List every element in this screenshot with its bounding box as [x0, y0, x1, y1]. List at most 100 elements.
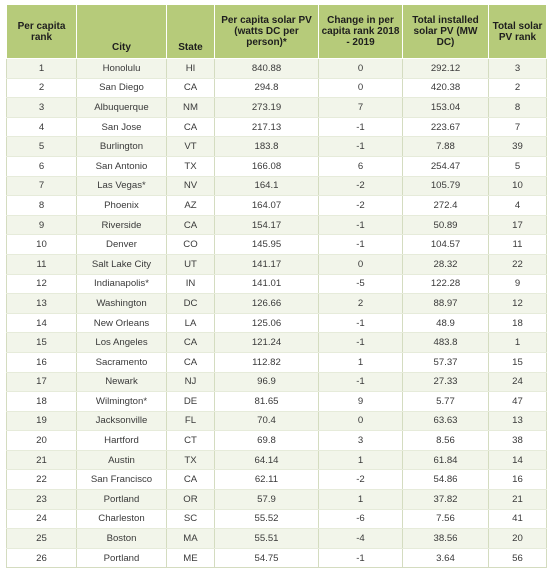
- cell-total-installed-pv: 7.88: [402, 136, 489, 157]
- cell-total-pv-rank: 17: [488, 215, 547, 236]
- cell-per-capita-solar-pv: 154.17: [214, 215, 319, 236]
- cell-total-installed-pv: 254.47: [402, 156, 489, 177]
- cell-per-capita-solar-pv: 166.08: [214, 156, 319, 177]
- cell-change-in-rank: 9: [318, 391, 403, 412]
- cell-total-pv-rank: 15: [488, 352, 547, 373]
- cell-per-capita-solar-pv: 141.17: [214, 254, 319, 275]
- cell-total-installed-pv: 57.37: [402, 352, 489, 373]
- table-row: 19 Jacksonville FL 70.4 0 63.63 13: [6, 411, 547, 432]
- cell-per-capita-rank: 6: [6, 156, 77, 177]
- cell-city: Portland: [76, 548, 167, 568]
- cell-change-in-rank: -1: [318, 548, 403, 568]
- cell-total-installed-pv: 37.82: [402, 489, 489, 510]
- cell-total-pv-rank: 47: [488, 391, 547, 412]
- table-row: 5 Burlington VT 183.8 -1 7.88 39: [6, 136, 547, 157]
- table-row: 10 Denver CO 145.95 -1 104.57 11: [6, 234, 547, 255]
- cell-state: NJ: [166, 372, 215, 393]
- cell-per-capita-rank: 13: [6, 293, 77, 314]
- cell-per-capita-solar-pv: 57.9: [214, 489, 319, 510]
- cell-total-installed-pv: 61.84: [402, 450, 489, 471]
- cell-total-installed-pv: 27.33: [402, 372, 489, 393]
- cell-per-capita-rank: 11: [6, 254, 77, 275]
- cell-city: Phoenix: [76, 195, 167, 216]
- cell-total-installed-pv: 38.56: [402, 528, 489, 549]
- cell-change-in-rank: 1: [318, 450, 403, 471]
- cell-total-installed-pv: 28.32: [402, 254, 489, 275]
- cell-city: Denver: [76, 234, 167, 255]
- cell-city: Austin: [76, 450, 167, 471]
- cell-change-in-rank: -2: [318, 195, 403, 216]
- cell-state: LA: [166, 313, 215, 334]
- cell-change-in-rank: 1: [318, 489, 403, 510]
- cell-total-pv-rank: 39: [488, 136, 547, 157]
- cell-change-in-rank: 7: [318, 97, 403, 118]
- cell-per-capita-rank: 24: [6, 509, 77, 530]
- cell-change-in-rank: 3: [318, 430, 403, 451]
- cell-per-capita-solar-pv: 64.14: [214, 450, 319, 471]
- cell-per-capita-rank: 7: [6, 176, 77, 197]
- cell-total-pv-rank: 3: [488, 58, 547, 79]
- cell-total-installed-pv: 54.86: [402, 469, 489, 491]
- cell-city: Riverside: [76, 215, 167, 236]
- cell-per-capita-solar-pv: 217.13: [214, 117, 319, 138]
- cell-total-installed-pv: 63.63: [402, 411, 489, 432]
- header-total-installed-solar-pv: Total installed solar PV (MW DC): [402, 4, 489, 59]
- table-row: 8 Phoenix AZ 164.07 -2 272.4 4: [6, 195, 547, 216]
- cell-per-capita-rank: 16: [6, 352, 77, 373]
- cell-per-capita-solar-pv: 69.8: [214, 430, 319, 451]
- cell-per-capita-solar-pv: 96.9: [214, 372, 319, 393]
- table-row: 16 Sacramento CA 112.82 1 57.37 15: [6, 352, 547, 373]
- table-row: 14 New Orleans LA 125.06 -1 48.9 18: [6, 313, 547, 334]
- cell-per-capita-solar-pv: 840.88: [214, 58, 319, 79]
- cell-per-capita-solar-pv: 145.95: [214, 234, 319, 255]
- cell-city: Las Vegas*: [76, 176, 167, 197]
- cell-per-capita-solar-pv: 81.65: [214, 391, 319, 412]
- cell-change-in-rank: -1: [318, 136, 403, 157]
- cell-per-capita-rank: 20: [6, 430, 77, 451]
- cell-per-capita-solar-pv: 121.24: [214, 332, 319, 353]
- cell-total-pv-rank: 14: [488, 450, 547, 471]
- cell-per-capita-rank: 17: [6, 372, 77, 393]
- header-city: City: [76, 4, 167, 59]
- cell-change-in-rank: 0: [318, 78, 403, 99]
- cell-change-in-rank: 0: [318, 254, 403, 275]
- cell-change-in-rank: 0: [318, 411, 403, 432]
- cell-city: Boston: [76, 528, 167, 549]
- table-row: 20 Hartford CT 69.8 3 8.56 38: [6, 430, 547, 451]
- cell-city: Honolulu: [76, 58, 167, 79]
- cell-city: Newark: [76, 372, 167, 393]
- cell-state: ME: [166, 548, 215, 568]
- cell-total-installed-pv: 122.28: [402, 274, 489, 295]
- header-state: State: [166, 4, 215, 59]
- cell-state: HI: [166, 58, 215, 79]
- cell-per-capita-rank: 12: [6, 274, 77, 295]
- cell-state: IN: [166, 274, 215, 295]
- cell-city: San Diego: [76, 78, 167, 99]
- cell-total-pv-rank: 24: [488, 372, 547, 393]
- cell-state: CO: [166, 234, 215, 255]
- table-row: 13 Washington DC 126.66 2 88.97 12: [6, 293, 547, 314]
- cell-city: Hartford: [76, 430, 167, 451]
- cell-total-installed-pv: 292.12: [402, 58, 489, 79]
- cell-total-installed-pv: 50.89: [402, 215, 489, 236]
- cell-state: NM: [166, 97, 215, 118]
- cell-change-in-rank: 0: [318, 58, 403, 79]
- cell-state: SC: [166, 509, 215, 530]
- cell-per-capita-solar-pv: 164.1: [214, 176, 319, 197]
- cell-per-capita-solar-pv: 164.07: [214, 195, 319, 216]
- table-row: 21 Austin TX 64.14 1 61.84 14: [6, 450, 547, 471]
- cell-total-pv-rank: 2: [488, 78, 547, 99]
- cell-total-installed-pv: 104.57: [402, 234, 489, 255]
- table-row: 18 Wilmington* DE 81.65 9 5.77 47: [6, 391, 547, 412]
- cell-change-in-rank: -1: [318, 372, 403, 393]
- cell-state: TX: [166, 156, 215, 177]
- cell-total-installed-pv: 7.56: [402, 509, 489, 530]
- cell-city: San Antonio: [76, 156, 167, 177]
- cell-change-in-rank: -4: [318, 528, 403, 549]
- table-row: 12 Indianapolis* IN 141.01 -5 122.28 9: [6, 274, 547, 295]
- cell-per-capita-solar-pv: 141.01: [214, 274, 319, 295]
- cell-city: Jacksonville: [76, 411, 167, 432]
- header-per-capita-rank: Per capita rank: [6, 4, 77, 59]
- cell-per-capita-solar-pv: 126.66: [214, 293, 319, 314]
- cell-total-installed-pv: 105.79: [402, 176, 489, 197]
